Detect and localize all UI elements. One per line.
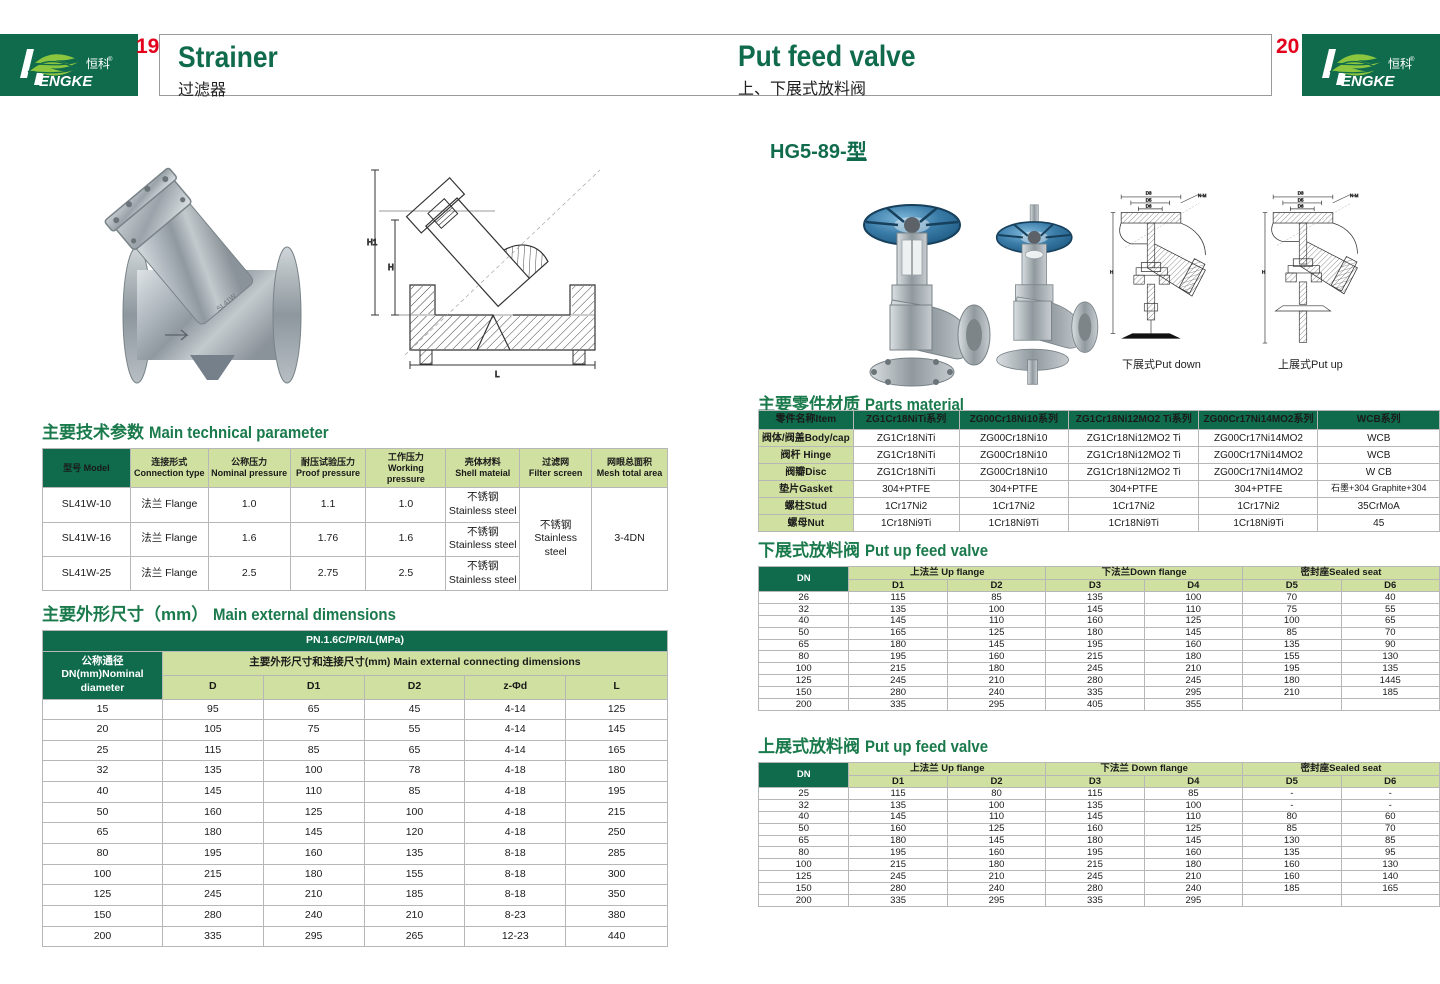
svg-text:D6: D6 [1146,203,1152,208]
svg-text:®: ® [108,56,113,63]
svg-text:ENGKE: ENGKE [39,73,93,90]
svg-text:N-M: N-M [1350,193,1359,198]
svg-text:L: L [495,370,500,379]
svg-text:®: ® [1410,56,1415,63]
svg-text:恒科: 恒科 [86,57,110,71]
svg-text:D6: D6 [1298,203,1304,208]
svg-text:恒科: 恒科 [1388,57,1412,71]
svg-text:H: H [1262,270,1265,275]
svg-text:N-M: N-M [1198,193,1207,198]
svg-text:ENGKE: ENGKE [1341,73,1395,90]
svg-text:D5: D5 [1298,197,1304,202]
svg-text:H: H [1110,270,1113,275]
svg-text:D3: D3 [1146,191,1152,196]
svg-text:D3: D3 [1298,191,1304,196]
svg-text:H: H [388,263,394,272]
svg-text:H1: H1 [367,238,378,247]
svg-text:D5: D5 [1146,197,1152,202]
